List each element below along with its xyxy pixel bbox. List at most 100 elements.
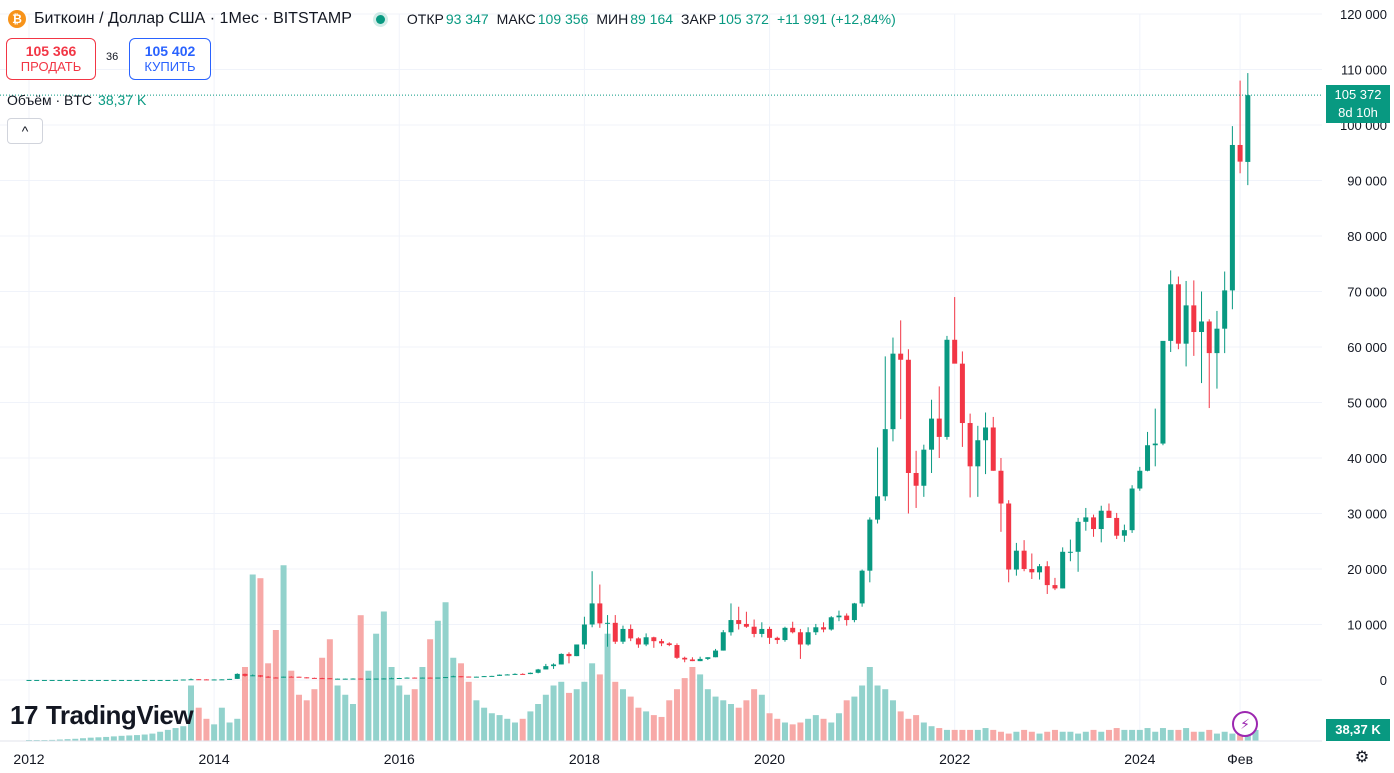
symbol-title[interactable]: Биткоин / Доллар США · 1Мес · BITSTAMP <box>34 10 352 27</box>
collapse-legend-button[interactable]: ^ <box>7 118 43 144</box>
x-tick-label: 2018 <box>569 751 600 767</box>
tradingview-logo[interactable]: 17 TradingView <box>10 700 194 731</box>
market-status-icon[interactable] <box>375 14 385 24</box>
volume-bar <box>249 574 256 741</box>
candle-body <box>1168 284 1174 341</box>
volume-bar <box>56 739 63 741</box>
candle-body <box>389 678 395 680</box>
candle-body <box>373 678 379 680</box>
candle-body <box>250 675 256 677</box>
candle-body <box>126 679 132 681</box>
last-price-value: 105 372 <box>1334 87 1382 102</box>
volume-bar <box>697 674 704 741</box>
candle-body <box>481 676 487 678</box>
volume-bar <box>1021 729 1028 741</box>
candle-body <box>350 678 356 680</box>
candle-body <box>504 674 510 676</box>
candle-body <box>828 617 834 630</box>
volume-bar <box>172 728 179 741</box>
volume-bar <box>882 689 889 741</box>
candle-body <box>427 677 433 679</box>
candle-body <box>34 679 40 681</box>
sell-button[interactable]: 105 366 ПРОДАТЬ <box>6 38 96 80</box>
volume-bar <box>118 735 125 741</box>
volume-bar <box>388 667 395 741</box>
volume-bar <box>396 685 403 741</box>
candle-body <box>1229 144 1235 291</box>
candle-body <box>983 427 989 441</box>
candle-body <box>242 673 248 676</box>
volume-bars <box>26 565 1259 741</box>
time-axis[interactable]: 2012 2014 2016 2018 2020 2022 2024 Фев <box>0 740 1322 767</box>
volume-bar <box>1067 731 1074 741</box>
volume-bar <box>1044 731 1051 741</box>
volume-bar <box>743 700 750 741</box>
candle-body <box>720 632 726 651</box>
volume-bar <box>1167 729 1174 741</box>
volume-bar <box>627 696 634 741</box>
candle-body <box>95 679 101 681</box>
candle-body <box>605 622 611 624</box>
volume-bar <box>488 713 495 741</box>
candle-body <box>520 673 526 675</box>
chevron-up-icon: ^ <box>21 123 29 139</box>
candle-body <box>1129 488 1135 531</box>
volume-value: 38,37 K <box>98 92 147 108</box>
volume-bar <box>897 711 904 741</box>
candle-body <box>257 675 263 677</box>
bitcoin-icon[interactable]: ₿ <box>8 10 26 28</box>
candle-body <box>173 679 179 681</box>
volume-bar <box>280 565 287 741</box>
candle-body <box>111 679 117 681</box>
candle-body <box>80 679 86 681</box>
volume-bar <box>1190 731 1197 741</box>
candle-body <box>319 678 325 680</box>
candle-body <box>1175 284 1181 344</box>
candle-body <box>597 603 603 624</box>
volume-bar <box>1051 729 1058 741</box>
volume-bar <box>1075 733 1082 741</box>
volume-bar <box>758 694 765 741</box>
candle-body <box>851 603 857 621</box>
candle-body <box>72 679 78 681</box>
candle-body <box>1052 585 1058 589</box>
x-tick-label: 2020 <box>754 751 785 767</box>
candle-body <box>674 645 680 658</box>
candle-body <box>751 626 757 634</box>
volume-bar <box>419 667 426 741</box>
volume-bar <box>874 685 881 741</box>
volume-bar <box>72 738 79 741</box>
candle-body <box>659 641 665 644</box>
candle-body <box>404 677 410 679</box>
candle-body <box>682 657 688 660</box>
low-value: 89 164 <box>630 11 674 27</box>
volume-bar <box>1129 729 1136 741</box>
candle-body <box>929 418 935 450</box>
candle-body <box>41 679 47 681</box>
candle-body <box>952 339 958 364</box>
candle-body <box>512 673 518 675</box>
volume-bar <box>1206 729 1213 741</box>
gear-icon[interactable]: ⚙ <box>1354 749 1370 766</box>
volume-bar <box>550 685 557 741</box>
volume-bar <box>1090 729 1097 741</box>
volume-bar <box>820 718 827 741</box>
candle-body <box>743 623 749 627</box>
volume-bar <box>411 689 418 741</box>
candle-body <box>913 472 919 486</box>
volume-bar <box>465 681 472 741</box>
candle-body <box>1013 550 1019 570</box>
flash-icon[interactable]: ⚡ <box>1232 711 1258 737</box>
candle-body <box>821 627 827 630</box>
volume-bar <box>805 718 812 741</box>
volume-bar <box>288 670 295 741</box>
candle-body <box>643 637 649 645</box>
volume-bar <box>658 716 665 741</box>
candle-body <box>566 653 572 657</box>
buy-button[interactable]: 105 402 КУПИТЬ <box>129 38 211 80</box>
candle-body <box>813 627 819 633</box>
y-tick-label: 0 <box>1380 673 1387 688</box>
candle-body <box>890 353 896 430</box>
volume-legend[interactable]: Объём · BTC 38,37 K <box>7 92 146 108</box>
